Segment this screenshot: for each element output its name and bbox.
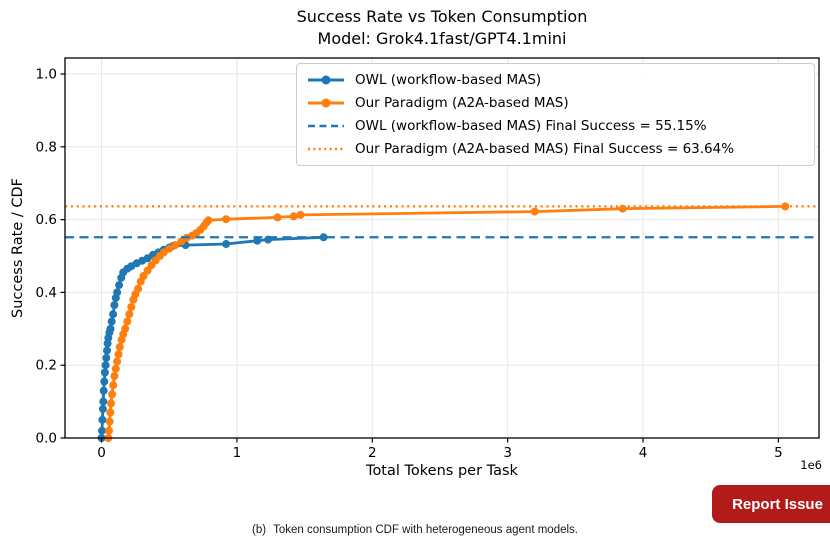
y-tick-label: 0.2 (36, 358, 57, 374)
curve-1-marker (113, 357, 122, 366)
curve-0-marker (100, 377, 109, 386)
curve-0-marker (109, 310, 118, 319)
curve-1-marker (105, 417, 114, 426)
curve-0-marker (103, 346, 111, 355)
curve-0-marker (102, 353, 111, 362)
chart-title-block: Success Rate vs Token Consumption Model:… (65, 6, 819, 50)
curve-1-marker (289, 212, 298, 221)
legend-item-owl: OWL (workflow-based MAS) (307, 72, 804, 88)
legend-label-paradigm-final: Our Paradigm (A2A-based MAS) Final Succe… (355, 141, 735, 158)
curve-1-marker (530, 207, 539, 216)
x-axis-offset-label: 1e6 (800, 458, 822, 472)
curve-1-marker (222, 215, 231, 224)
report-issue-button[interactable]: Report Issue (712, 485, 830, 523)
y-tick-label: 1.0 (36, 67, 57, 83)
curve-1-marker (204, 216, 213, 225)
paradigm-line-marker-icon (308, 98, 344, 108)
curve-1-marker (111, 364, 120, 373)
curve-1-marker (108, 390, 117, 399)
chart-title: Success Rate vs Token Consumption (296, 7, 588, 26)
figure-caption: (b) Token consumption CDF with heterogene… (0, 524, 830, 536)
legend-item-owl-final: OWL (workflow-based MAS) Final Success =… (307, 118, 804, 134)
curve-1-marker (618, 204, 627, 213)
curve-1-marker (143, 266, 152, 275)
curve-1-marker (109, 381, 118, 390)
curve-0-marker (319, 233, 328, 242)
y-tick-label: 0.6 (36, 212, 57, 228)
y-tick-label: 0.4 (36, 285, 57, 301)
curve-0-marker (98, 426, 106, 435)
x-tick-label: 3 (503, 445, 512, 461)
curve-0-marker (101, 361, 110, 370)
legend-label-owl: OWL (workflow-based MAS) (355, 71, 542, 88)
x-tick-label: 5 (774, 445, 783, 461)
curve-1-marker (107, 399, 115, 408)
y-tick-label: 0.0 (36, 431, 57, 447)
curve-0-marker (100, 368, 109, 377)
curve-1-marker (165, 244, 174, 253)
curve-0-marker (110, 301, 119, 310)
y-axis-label: Success Rate / CDF (10, 178, 26, 318)
caption-prefix: (b) (252, 524, 267, 536)
plot-border (64, 57, 820, 439)
curve-1-marker (125, 310, 134, 319)
curve-0-marker (107, 317, 116, 326)
x-tick-label: 2 (368, 445, 377, 461)
legend-label-owl-final: OWL (workflow-based MAS) Final Success =… (355, 118, 707, 135)
curve-0-marker (106, 324, 115, 333)
x-tick-label: 1 (233, 445, 242, 461)
curve-0-marker (113, 288, 122, 297)
curve-0-marker (99, 386, 108, 395)
curve-0-marker (115, 281, 124, 290)
curve-1-marker (296, 210, 305, 219)
curve-1-marker (273, 213, 282, 222)
curve-1-marker (123, 317, 132, 326)
curve-1-marker (106, 408, 115, 417)
curve-1 (106, 205, 786, 439)
y-tick-label: 0.8 (36, 139, 57, 155)
x-tick-label: 0 (97, 445, 106, 461)
legend: OWL (workflow-based MAS) Our Paradigm (A… (296, 63, 815, 166)
caption-text: Token consumption CDF with heterogeneous… (273, 524, 578, 536)
curve-1-marker (115, 343, 124, 351)
curve-1-marker (105, 426, 113, 435)
legend-item-paradigm: Our Paradigm (A2A-based MAS) (307, 95, 804, 111)
curve-1-marker (134, 284, 143, 293)
curve-0-marker (253, 236, 262, 245)
curve-1-marker (110, 372, 119, 381)
curve-0-marker (98, 415, 107, 424)
legend-label-paradigm: Our Paradigm (A2A-based MAS) (355, 94, 569, 111)
curve-0-marker (99, 397, 108, 406)
curve-1-marker (121, 324, 130, 333)
figure: 0 1 2 3 4 5 0.0 0.2 0.4 0.6 0.8 1.0 Success Rate vs… (10, 6, 822, 479)
legend-item-paradigm-final: Our Paradigm (A2A-based MAS) Final Succe… (307, 141, 804, 157)
x-axis-label: Total Tokens per Task (366, 463, 518, 479)
curve-1-marker (114, 350, 123, 359)
curve-1-marker (127, 303, 136, 311)
x-tick-label: 4 (639, 445, 648, 461)
chart-subtitle: Model: Grok4.1fast/GPT4.1mini (317, 29, 567, 48)
curve-0-marker (222, 240, 231, 248)
curve-0-marker (98, 404, 107, 413)
dotted-line-icon (308, 148, 344, 151)
curve-1-marker (171, 241, 180, 250)
dashed-line-icon (308, 124, 344, 128)
owl-line-marker-icon (308, 75, 344, 85)
